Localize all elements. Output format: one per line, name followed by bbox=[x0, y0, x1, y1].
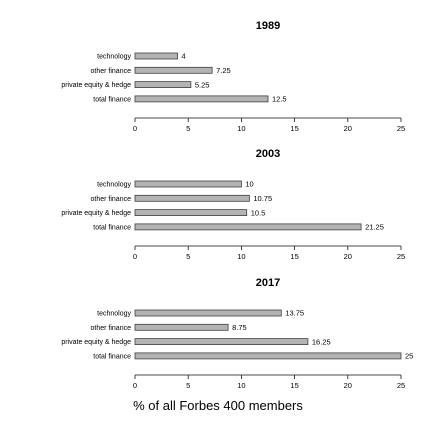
category-label: private equity & hedge bbox=[61, 339, 131, 346]
bar bbox=[134, 66, 213, 74]
x-tick-label: 5 bbox=[186, 252, 190, 261]
x-tick-label: 20 bbox=[344, 124, 352, 133]
x-tick-label: 25 bbox=[397, 381, 405, 390]
data-label: 8.75 bbox=[232, 323, 247, 332]
category-label: private equity & hedge bbox=[61, 82, 131, 89]
x-tick-label: 0 bbox=[133, 381, 137, 390]
chart-panel-2017: 2017 technology 13.75 other finance 8.75 priv… bbox=[61, 277, 413, 390]
x-tick-label: 25 bbox=[397, 252, 405, 261]
data-label: 4 bbox=[182, 52, 186, 61]
category-label: technology bbox=[97, 182, 131, 189]
data-label: 10.5 bbox=[251, 208, 266, 217]
category-label: other finance bbox=[91, 196, 132, 203]
x-tick-label: 10 bbox=[237, 252, 245, 261]
x-tick-label: 10 bbox=[237, 124, 245, 133]
x-tick-label: 15 bbox=[290, 252, 298, 261]
panel-title: 2003 bbox=[256, 148, 280, 160]
x-axis-label: % of all Forbes 400 members bbox=[133, 398, 303, 413]
chart-panel-2003: 2003 technology 10 other finance 10.75 privat… bbox=[61, 148, 405, 261]
bar bbox=[134, 81, 192, 88]
x-tick-label: 15 bbox=[290, 124, 298, 133]
chart-panel-1989: 1989 technology 4 other finance 7.25 private … bbox=[61, 20, 405, 133]
x-tick-label: 5 bbox=[186, 381, 190, 390]
category-label: total finance bbox=[93, 353, 131, 360]
bar bbox=[134, 223, 362, 231]
chart-panels: 1989 technology 4 other finance 7.25 private … bbox=[61, 20, 413, 390]
x-tick-label: 15 bbox=[290, 381, 298, 390]
bar bbox=[134, 309, 282, 317]
bar bbox=[134, 194, 250, 202]
category-label: other finance bbox=[91, 68, 132, 75]
x-tick-label: 5 bbox=[186, 124, 190, 133]
panel-title: 1989 bbox=[256, 20, 280, 32]
bar bbox=[134, 180, 242, 188]
data-label: 13.75 bbox=[285, 309, 304, 318]
data-label: 12.5 bbox=[272, 95, 287, 104]
x-tick-label: 25 bbox=[397, 124, 405, 133]
category-label: total finance bbox=[93, 224, 131, 231]
bar bbox=[134, 95, 269, 103]
bar bbox=[134, 323, 229, 331]
data-label: 10 bbox=[245, 180, 253, 189]
x-tick-label: 0 bbox=[133, 252, 137, 261]
bar bbox=[134, 338, 309, 346]
category-label: other finance bbox=[91, 325, 132, 332]
bar bbox=[134, 209, 248, 217]
bar bbox=[134, 352, 402, 360]
bar bbox=[134, 52, 178, 60]
data-label: 10.75 bbox=[253, 194, 272, 203]
x-tick-label: 10 bbox=[237, 381, 245, 390]
category-label: technology bbox=[97, 54, 131, 61]
category-label: private equity & hedge bbox=[61, 210, 131, 217]
data-label: 16.25 bbox=[312, 337, 331, 346]
x-tick-label: 20 bbox=[344, 381, 352, 390]
panel-title: 2017 bbox=[256, 277, 280, 289]
category-label: technology bbox=[97, 311, 131, 318]
x-tick-label: 0 bbox=[133, 124, 137, 133]
x-tick-label: 20 bbox=[344, 252, 352, 261]
data-label: 21.25 bbox=[365, 223, 384, 232]
data-label: 25 bbox=[405, 352, 413, 361]
data-label: 5.25 bbox=[195, 80, 210, 89]
data-label: 7.25 bbox=[216, 66, 231, 75]
category-label: total finance bbox=[93, 96, 131, 103]
